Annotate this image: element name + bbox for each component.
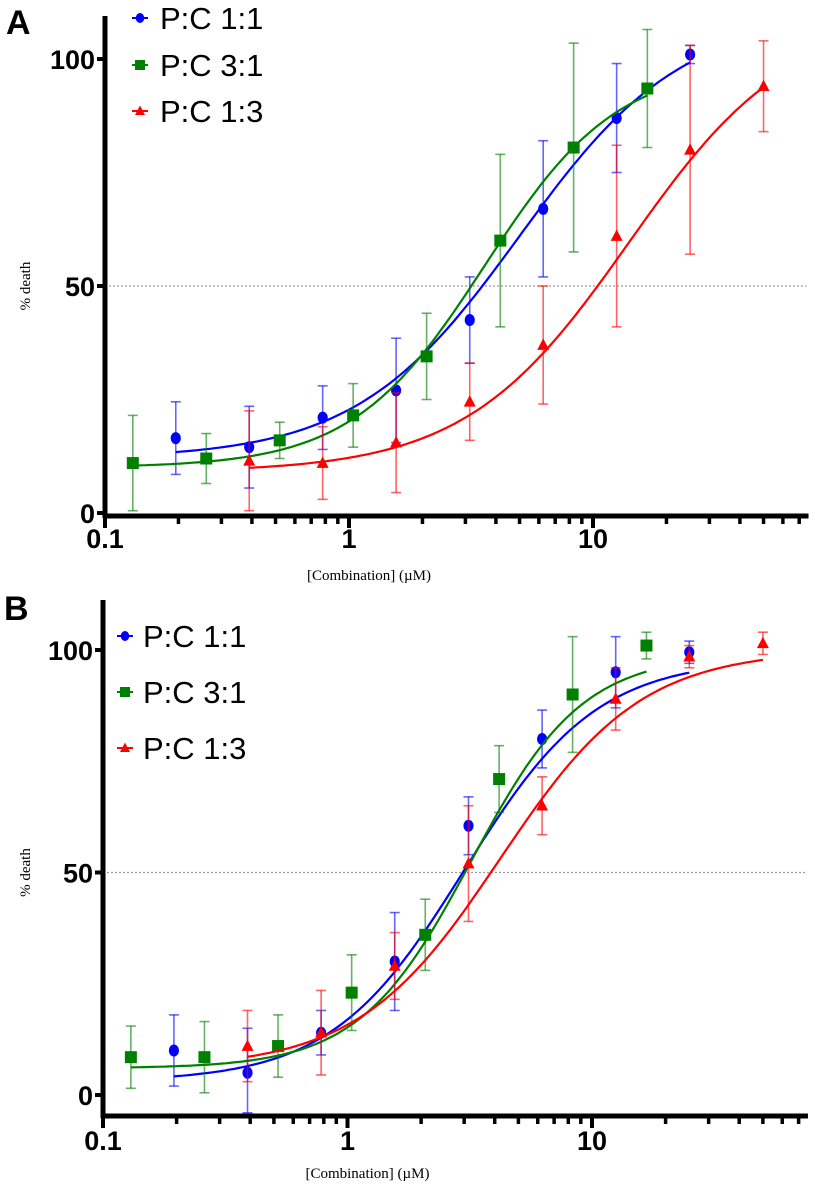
- data-point: [640, 639, 653, 652]
- panel-a: A 0 50 100 0.1 1 10 [Combination] (µM) % death P:…: [6, 1, 809, 584]
- fit-curve: [249, 86, 765, 469]
- y-tick-label: 50: [63, 859, 93, 889]
- fit-curve: [132, 94, 648, 467]
- legend-item: P:C 1:1: [132, 1, 263, 36]
- data-point: [316, 456, 329, 468]
- y-tick-label: 100: [50, 45, 95, 75]
- legend-label: P:C 3:1: [143, 675, 246, 710]
- data-point: [464, 314, 475, 327]
- series-square: [124, 631, 653, 1094]
- data-point: [273, 434, 286, 447]
- data-point: [609, 692, 622, 704]
- data-point: [170, 432, 181, 445]
- fit-curve: [130, 670, 647, 1069]
- fit-curve: [173, 671, 690, 1078]
- data-point: [641, 82, 654, 95]
- x-axis-title: [Combination] (µM): [307, 568, 431, 584]
- legend-label: P:C 3:1: [160, 48, 263, 83]
- y-tick-label: 0: [80, 499, 95, 529]
- data-point: [126, 457, 139, 470]
- series-triangle: [241, 631, 769, 1083]
- data-point: [494, 234, 507, 247]
- x-tick-label: 0.1: [84, 1126, 122, 1156]
- legend-marker-triangle: [135, 105, 145, 115]
- data-point: [241, 1039, 254, 1051]
- data-point: [683, 650, 696, 662]
- data-point: [684, 143, 697, 155]
- data-point: [463, 395, 476, 407]
- y-axis-title: % death: [18, 261, 34, 310]
- legend-item: P:C 1:3: [117, 731, 246, 766]
- data-point: [168, 1044, 180, 1057]
- y-tick-label: 50: [65, 272, 95, 302]
- legend-label: P:C 1:1: [160, 1, 263, 36]
- legend-item: P:C 1:3: [132, 94, 263, 129]
- legend-item: P:C 1:1: [117, 619, 246, 654]
- data-point: [317, 411, 328, 424]
- data-point: [315, 1026, 328, 1038]
- data-point: [757, 79, 770, 92]
- legend-item: P:C 3:1: [132, 48, 263, 83]
- legend-marker-circle: [120, 631, 130, 641]
- data-point: [537, 338, 550, 350]
- data-point: [124, 1051, 137, 1064]
- x-tick-label: 1: [341, 524, 356, 554]
- legend-marker-square: [120, 687, 130, 697]
- data-point: [567, 141, 580, 154]
- fit-curve: [175, 61, 691, 454]
- legend-label: P:C 1:3: [160, 94, 263, 129]
- y-tick-label: 0: [78, 1081, 93, 1111]
- y-axis-title: % death: [18, 848, 34, 897]
- data-point: [493, 773, 506, 786]
- legend-label: P:C 1:1: [143, 619, 246, 654]
- data-point: [388, 959, 401, 971]
- data-point: [198, 1051, 211, 1064]
- data-point: [538, 202, 549, 215]
- x-tick-label: 10: [577, 1126, 607, 1156]
- data-point: [200, 452, 213, 465]
- x-axis-title: [Combination] (µM): [305, 1166, 429, 1182]
- data-point: [243, 454, 256, 466]
- data-point: [345, 986, 358, 999]
- data-point: [611, 112, 622, 125]
- y-tick-label: 100: [48, 636, 93, 666]
- data-point: [610, 229, 623, 241]
- data-point: [347, 409, 360, 422]
- data-point: [419, 928, 432, 941]
- legend-item: P:C 3:1: [117, 675, 246, 710]
- legend-marker-triangle: [120, 742, 130, 752]
- x-tick-label: 10: [578, 524, 608, 554]
- data-point: [420, 350, 433, 363]
- fit-curve: [247, 658, 764, 1058]
- data-point: [462, 857, 475, 869]
- legend-marker-square: [135, 60, 145, 70]
- data-point: [566, 688, 579, 701]
- panel-b: B 0 50 100 0.1 1 10 [Combination] (µM) % death P:…: [4, 590, 808, 1182]
- panel-label: A: [6, 4, 31, 42]
- series-square: [126, 28, 654, 512]
- x-tick-label: 1: [340, 1126, 355, 1156]
- data-point: [390, 436, 403, 448]
- series-triangle: [243, 40, 770, 512]
- legend-marker-circle: [135, 13, 145, 23]
- data-point: [536, 799, 549, 811]
- data-point: [756, 636, 769, 649]
- legend-label: P:C 1:3: [143, 731, 246, 766]
- x-tick-label: 0.1: [86, 524, 124, 554]
- panel-label: B: [4, 590, 29, 628]
